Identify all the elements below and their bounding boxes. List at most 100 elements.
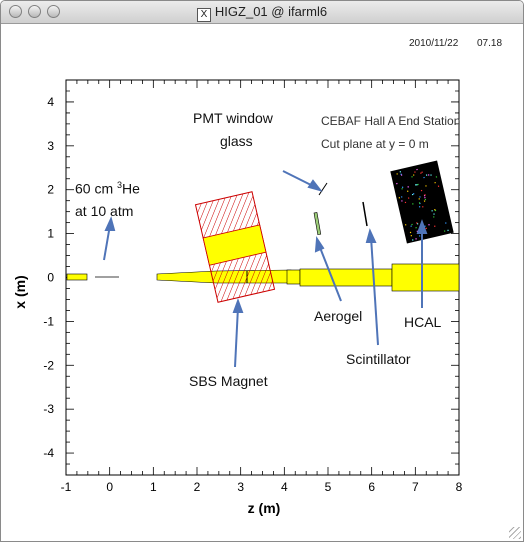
arrow-scintillator: [370, 236, 379, 346]
hcal-hit: [424, 198, 427, 201]
arrow-aerogel-head: [314, 236, 325, 253]
y-tick-label: 0: [47, 271, 54, 285]
hcal-hit: [400, 196, 403, 198]
x11-icon: X: [196, 8, 211, 22]
y-tick-label: -2: [43, 358, 54, 372]
pmt-window-glass: [318, 182, 328, 196]
hcal-hit: [420, 172, 422, 174]
label-target-superscript: 3: [117, 180, 123, 190]
arrow-scintillator-head: [365, 228, 377, 243]
hcal-hit: [424, 194, 426, 196]
hcal-hit: [433, 213, 435, 215]
hcal-hit: [411, 176, 413, 178]
aerogel-detector: [313, 212, 322, 236]
x-tick-label: 4: [281, 480, 288, 494]
x-tick-label: 3: [237, 480, 244, 494]
hcal-hit: [416, 184, 418, 186]
hcal-hit: [431, 210, 433, 212]
hcal-hit: [409, 231, 412, 234]
label-scintillator: Scintillator: [346, 351, 411, 367]
axis-tick-labels: -1 0 1 2 3 4 5 6 7 8 4 3 2 1 0 -1 -2 -3 -4: [43, 95, 462, 494]
label-pmt-glass: glass: [220, 133, 253, 149]
window-title-text: HIGZ_01 @ ifarml6: [214, 4, 328, 19]
hcal-hit: [418, 202, 421, 204]
x-tick-label: 7: [412, 480, 419, 494]
y-tick-label: 4: [47, 95, 54, 109]
hcal-hit: [399, 171, 402, 173]
upstream-beamline: [66, 273, 88, 281]
hcal-hit: [443, 230, 446, 232]
hcal-hit: [430, 174, 432, 176]
hcal-hit: [418, 198, 420, 200]
hcal-hit: [423, 176, 425, 179]
header-line-2: Cut plane at y = 0 m: [321, 137, 429, 151]
resize-grip[interactable]: [509, 527, 521, 539]
y-axis-label: x (m): [12, 275, 28, 308]
beam-dump-section: [391, 263, 460, 292]
hcal-hit: [401, 188, 403, 190]
y-tick-label: -4: [43, 446, 54, 460]
hcal-hit: [396, 173, 398, 175]
hcal-detector: [390, 160, 454, 244]
hcal-hit: [412, 193, 415, 195]
label-target-size: 60 cm: [75, 180, 114, 197]
hcal-hit: [401, 186, 404, 188]
hcal-hit: [445, 222, 447, 224]
y-tick-label: 3: [47, 139, 54, 153]
annotation-arrows: [103, 170, 428, 368]
hcal-hit: [418, 206, 421, 208]
hcal-hit: [415, 227, 417, 229]
axis-ticks: [65, 79, 460, 476]
sbs-magnet: [194, 191, 276, 303]
hcal-hit: [414, 171, 416, 173]
hcal-hit: [407, 190, 409, 192]
hcal-hit: [415, 184, 417, 186]
hcal-hit: [416, 222, 418, 224]
close-window-button[interactable]: [9, 5, 22, 18]
hcal-hit: [410, 225, 412, 227]
hcal-hit: [447, 229, 449, 232]
y-tick-label: 2: [47, 183, 54, 197]
scintillator-detector: [362, 201, 368, 227]
label-hcal: HCAL: [404, 314, 442, 330]
x-tick-label: 8: [456, 480, 463, 494]
x-tick-label: 0: [106, 480, 113, 494]
beamline-flange: [286, 269, 301, 285]
x-tick-label: 6: [368, 480, 375, 494]
hcal-hit: [434, 209, 436, 211]
y-tick-label: 1: [47, 227, 54, 241]
minimize-window-button[interactable]: [28, 5, 41, 18]
hcal-hit: [412, 239, 414, 241]
hcal-hit: [437, 185, 440, 187]
label-target-line-1: 60 cm 3He: [75, 180, 140, 197]
x-tick-label: 2: [194, 480, 201, 494]
hcal-hit: [421, 171, 423, 173]
window-title: X HIGZ_01 @ ifarml6: [1, 4, 523, 22]
arrow-pmt-head: [307, 179, 323, 192]
header-line-1: CEBAF Hall A End Station: [321, 114, 460, 128]
x-tick-label: 5: [325, 480, 332, 494]
label-target-pressure: at 10 atm: [75, 203, 134, 219]
hcal-hit: [398, 197, 401, 199]
arrow-magnet: [234, 306, 239, 368]
hcal-hit: [424, 196, 426, 199]
label-sbs-magnet: SBS Magnet: [189, 373, 268, 389]
hcal-hit: [411, 223, 413, 226]
zoom-window-button[interactable]: [47, 5, 60, 18]
hcal-hit: [427, 174, 430, 176]
y-tick-label: -1: [43, 314, 54, 328]
hcal-hit: [435, 176, 438, 178]
hcal-hit: [434, 225, 436, 227]
hcal-hit: [412, 203, 414, 205]
hcal-hit: [425, 185, 427, 187]
hcal-hit: [415, 238, 417, 240]
arrow-aerogel: [318, 244, 342, 302]
arrow-target-head: [104, 216, 116, 231]
hcal-hit: [416, 168, 418, 171]
hcal-hit: [400, 173, 402, 175]
title-bar[interactable]: X HIGZ_01 @ ifarml6: [1, 1, 523, 24]
arrow-hcal-head: [416, 219, 428, 234]
hcal-hit: [396, 182, 398, 185]
